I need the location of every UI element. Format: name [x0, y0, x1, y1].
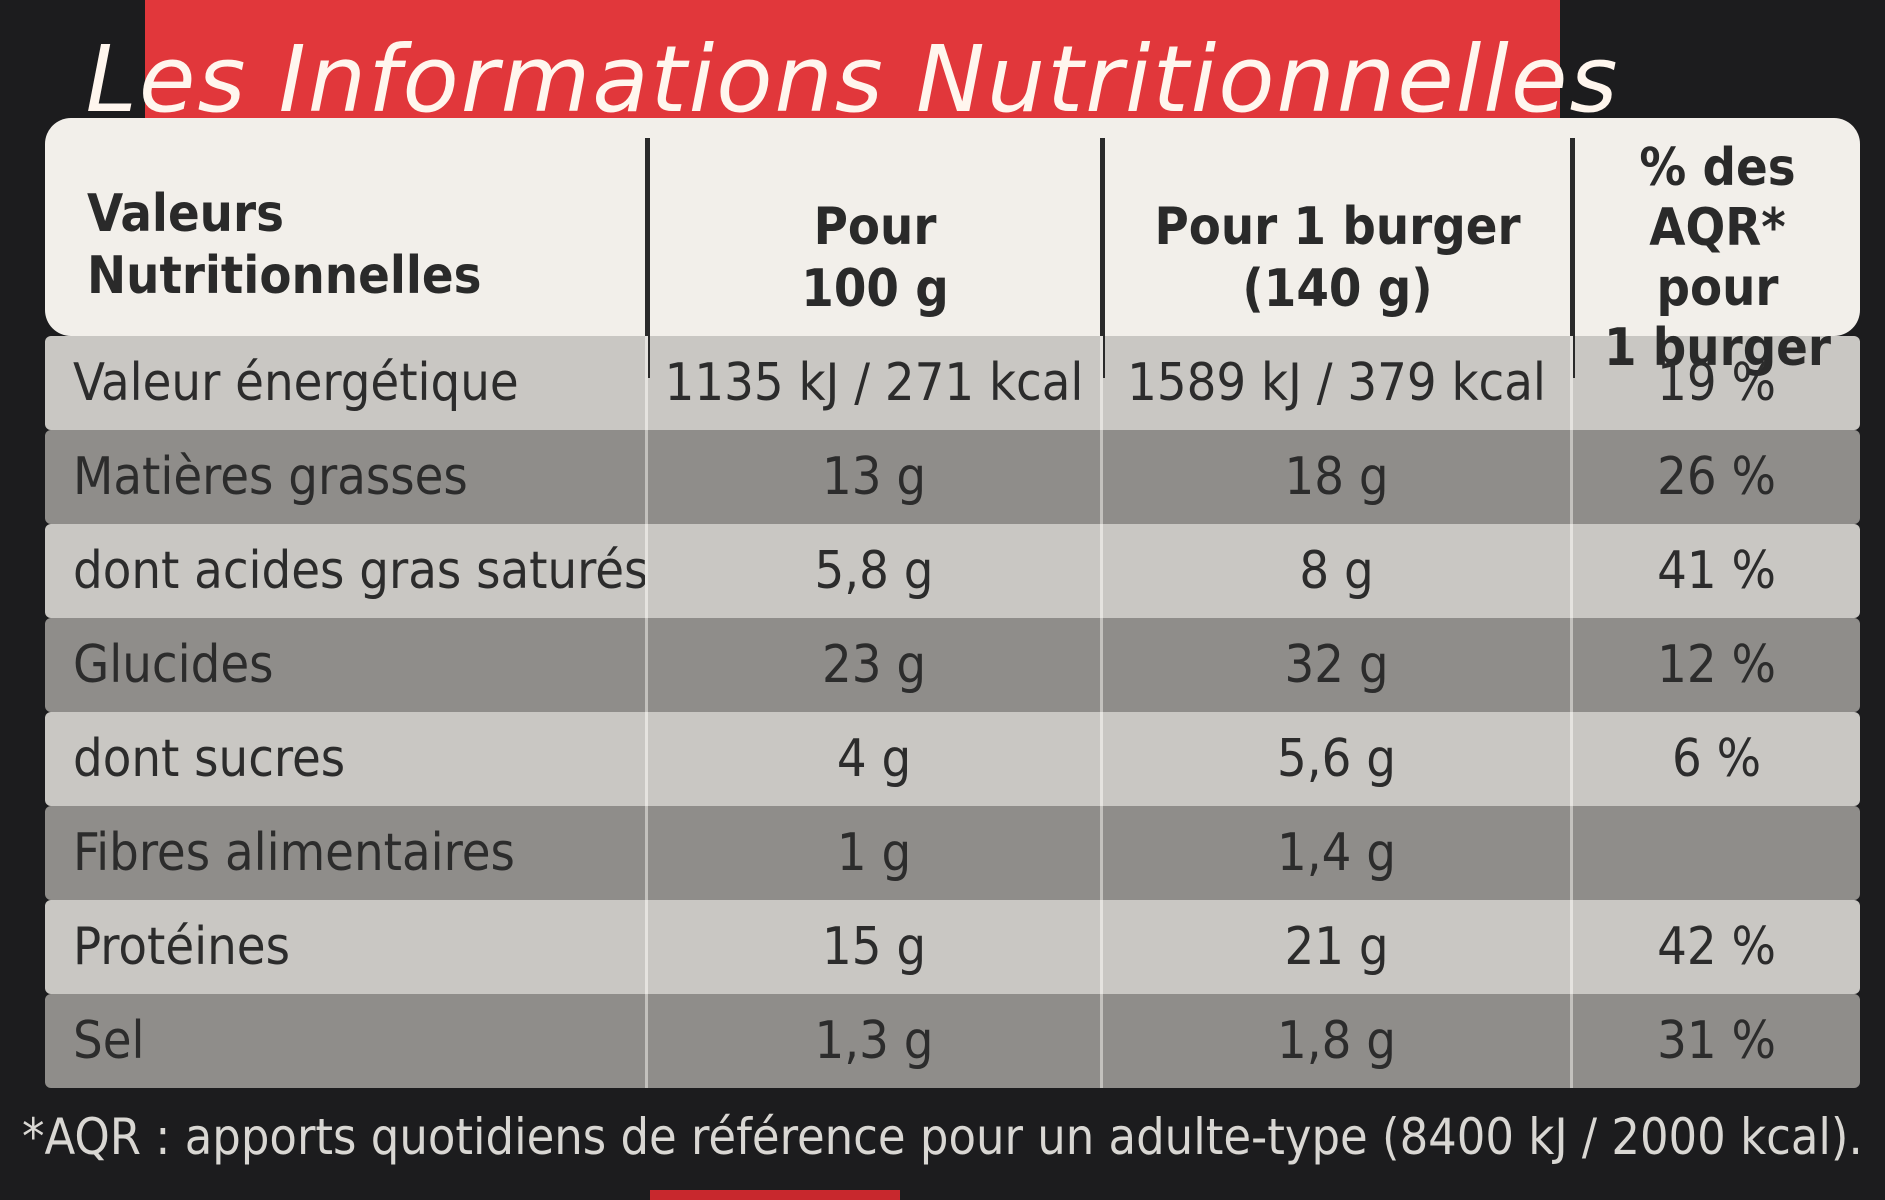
- header-text: 1 burger: [1603, 318, 1832, 378]
- footnote: *AQR : apports quotidiens de référence p…: [22, 1108, 1863, 1166]
- row-aqr: 19 %: [1570, 336, 1860, 430]
- table-row: Protéines 15 g 21 g 42 %: [45, 900, 1860, 994]
- row-label: dont acides gras saturés: [73, 541, 645, 601]
- banner-title: Les Informations Nutritionnelles: [85, 25, 1620, 133]
- header-per-100g: Pour 100 g: [645, 138, 1100, 378]
- header-per-burger: Pour 1 burger (140 g): [1100, 138, 1570, 378]
- table-row: Glucides 23 g 32 g 12 %: [45, 618, 1860, 712]
- row-per-100g: 23 g: [645, 618, 1100, 712]
- row-aqr: 41 %: [1570, 524, 1860, 618]
- row-label: Valeur énergétique: [73, 353, 519, 413]
- row-aqr: [1570, 806, 1860, 900]
- row-aqr: 12 %: [1570, 618, 1860, 712]
- row-per-100g: 15 g: [645, 900, 1100, 994]
- row-per-100g: 1,3 g: [645, 994, 1100, 1088]
- table-header: Valeurs Nutritionnelles Pour 100 g Pour …: [45, 118, 1860, 378]
- row-per-100g: 4 g: [645, 712, 1100, 806]
- table-row: Matières grasses 13 g 18 g 26 %: [45, 430, 1860, 524]
- row-per-burger: 1,4 g: [1100, 806, 1570, 900]
- row-aqr: 26 %: [1570, 430, 1860, 524]
- row-label: Sel: [73, 1011, 145, 1071]
- header-text: Nutritionnelles: [87, 246, 482, 306]
- table-row: Valeur énergétique 1135 kJ / 271 kcal 15…: [45, 336, 1860, 430]
- header-nutrition-values: Valeurs Nutritionnelles: [45, 118, 645, 372]
- header-aqr: % des AQR* pour 1 burger: [1570, 138, 1860, 378]
- row-aqr: 42 %: [1570, 900, 1860, 994]
- header-text: pour: [1656, 258, 1779, 318]
- row-per-100g: 1 g: [645, 806, 1100, 900]
- table-row: dont acides gras saturés 5,8 g 8 g 41 %: [45, 524, 1860, 618]
- row-per-burger: 5,6 g: [1100, 712, 1570, 806]
- row-per-burger: 1,8 g: [1100, 994, 1570, 1088]
- row-label: Fibres alimentaires: [73, 823, 515, 883]
- row-per-100g: 1135 kJ / 271 kcal: [645, 336, 1100, 430]
- decorative-red-strip: [650, 1190, 900, 1200]
- table-row: Fibres alimentaires 1 g 1,4 g: [45, 806, 1860, 900]
- row-per-burger: 18 g: [1100, 430, 1570, 524]
- header-text: (140 g): [1242, 259, 1433, 319]
- header-text: % des AQR*: [1639, 138, 1796, 258]
- row-per-100g: 13 g: [645, 430, 1100, 524]
- row-per-burger: 1589 kJ / 379 kcal: [1100, 336, 1570, 430]
- table-row: Sel 1,3 g 1,8 g 31 %: [45, 994, 1860, 1088]
- table-row: dont sucres 4 g 5,6 g 6 %: [45, 712, 1860, 806]
- row-label: Glucides: [73, 635, 274, 695]
- header-text: Pour: [813, 197, 937, 257]
- row-label: Protéines: [73, 917, 290, 977]
- header-text: Valeurs: [87, 184, 284, 244]
- row-label: dont sucres: [73, 729, 346, 789]
- row-per-burger: 21 g: [1100, 900, 1570, 994]
- nutrition-table: Valeurs Nutritionnelles Pour 100 g Pour …: [45, 118, 1860, 1088]
- row-per-burger: 32 g: [1100, 618, 1570, 712]
- row-label: Matières grasses: [73, 447, 468, 507]
- row-per-burger: 8 g: [1100, 524, 1570, 618]
- row-per-100g: 5,8 g: [645, 524, 1100, 618]
- row-aqr: 31 %: [1570, 994, 1860, 1088]
- row-aqr: 6 %: [1570, 712, 1860, 806]
- header-text: Pour 1 burger: [1154, 197, 1521, 257]
- header-text: 100 g: [801, 259, 949, 319]
